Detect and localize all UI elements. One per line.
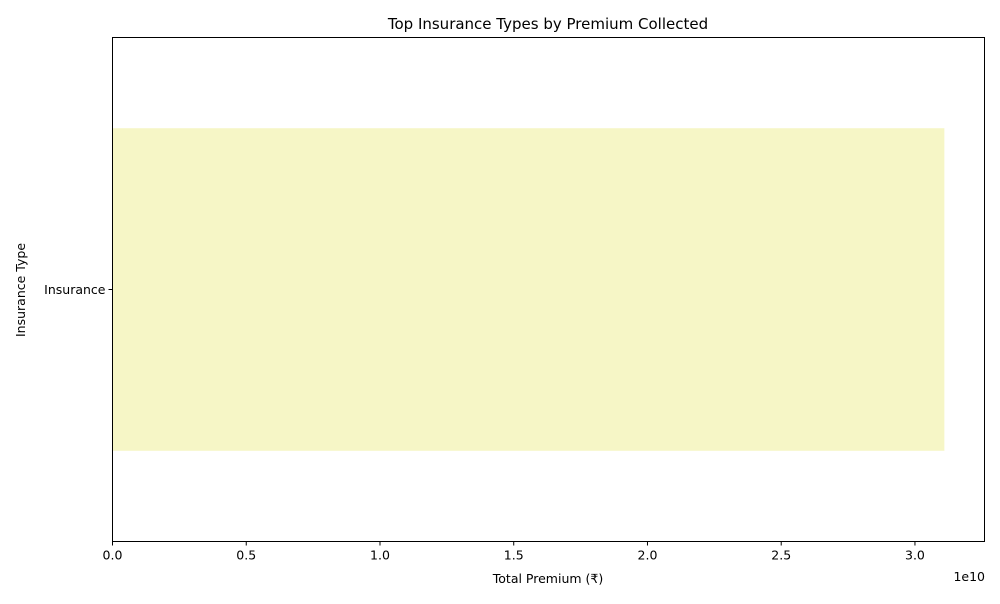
x-axis-label: Total Premium (₹) (492, 571, 603, 586)
x-axis-offset-label: 1e10 (953, 569, 985, 584)
x-tick-label: 0.5 (236, 548, 256, 563)
x-tick-label: 0.0 (103, 548, 123, 563)
x-axis-ticks: 0.0 0.5 1.0 1.5 2.0 2.5 3.0 (103, 541, 925, 563)
y-tick-label: Insurance (44, 282, 106, 297)
bars-layer (112, 128, 945, 451)
y-axis-label: Insurance Type (13, 243, 28, 337)
y-axis-ticks: Insurance (44, 282, 113, 297)
chart-title: Top Insurance Types by Premium Collected (387, 15, 708, 33)
x-tick-label: 2.0 (638, 548, 658, 563)
x-tick-label: 1.0 (370, 548, 390, 563)
bar-0 (112, 128, 945, 451)
x-tick-label: 3.0 (905, 548, 925, 563)
x-tick-label: 2.5 (771, 548, 791, 563)
x-tick-label: 1.5 (504, 548, 524, 563)
